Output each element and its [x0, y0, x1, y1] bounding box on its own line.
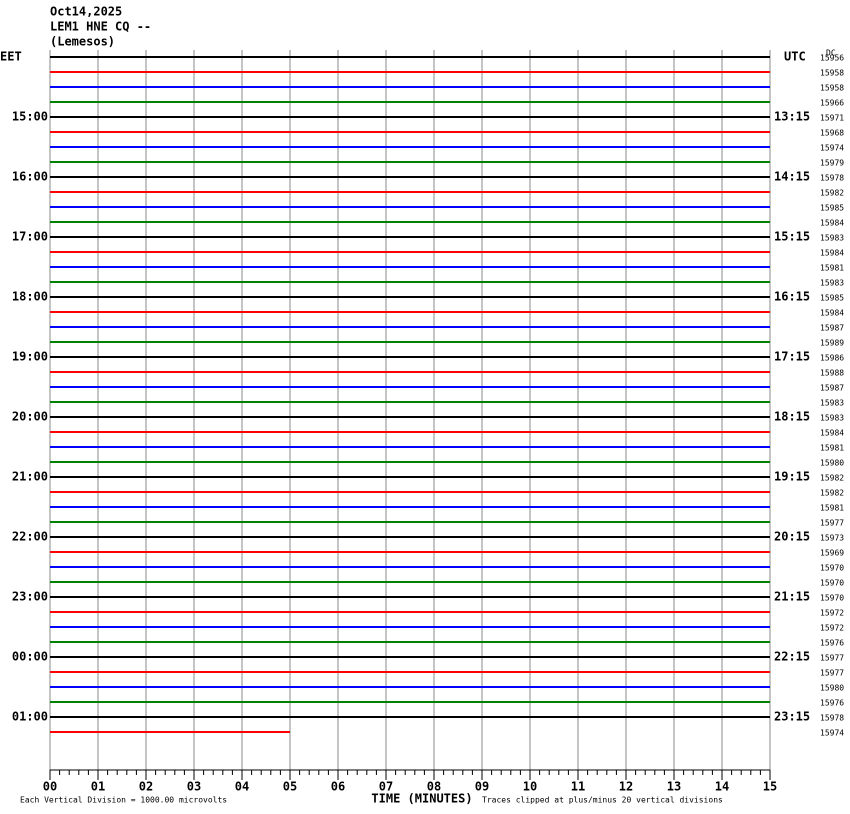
left-hour-label: 23:00 — [12, 590, 48, 604]
x-tick-label: 03 — [187, 780, 201, 794]
dc-value: 15958 — [820, 69, 844, 78]
dc-value: 15978 — [820, 714, 844, 723]
note-left: Each Vertical Division = 1000.00 microvo… — [20, 796, 227, 805]
dc-value: 15987 — [820, 384, 844, 393]
dc-value: 15983 — [820, 234, 844, 243]
dc-value: 15968 — [820, 129, 844, 138]
dc-value: 15971 — [820, 114, 844, 123]
x-tick-label: 02 — [139, 780, 153, 794]
dc-value: 15984 — [820, 249, 844, 258]
x-tick-label: 00 — [43, 780, 57, 794]
dc-value: 15989 — [820, 339, 844, 348]
dc-value: 15974 — [820, 144, 844, 153]
dc-value: 15985 — [820, 294, 844, 303]
dc-value: 15982 — [820, 474, 844, 483]
note-right: Traces clipped at plus/minus 20 vertical… — [482, 796, 723, 805]
dc-value: 15970 — [820, 564, 844, 573]
right-hour-label: 18:15 — [774, 410, 810, 424]
x-tick-label: 12 — [619, 780, 633, 794]
dc-value: 15969 — [820, 549, 844, 558]
right-hour-label: 13:15 — [774, 110, 810, 124]
x-tick-label: 15 — [763, 780, 777, 794]
right-axis-title: UTC — [784, 50, 806, 64]
left-hour-label: 19:00 — [12, 350, 48, 364]
left-hour-label: 22:00 — [12, 530, 48, 544]
dc-value: 15978 — [820, 174, 844, 183]
dc-value: 15958 — [820, 84, 844, 93]
dc-value: 15973 — [820, 534, 844, 543]
dc-value: 15983 — [820, 399, 844, 408]
left-axis-title: EET — [0, 50, 22, 64]
dc-value: 15984 — [820, 309, 844, 318]
dc-value: 15984 — [820, 219, 844, 228]
right-hour-label: 21:15 — [774, 590, 810, 604]
dc-value: 15981 — [820, 504, 844, 513]
left-hour-label: 16:00 — [12, 170, 48, 184]
x-tick-label: 14 — [715, 780, 729, 794]
x-tick-label: 01 — [91, 780, 105, 794]
dc-value: 15983 — [820, 414, 844, 423]
right-hour-label: 19:15 — [774, 470, 810, 484]
dc-value: 15988 — [820, 369, 844, 378]
left-hour-label: 18:00 — [12, 290, 48, 304]
dc-value: 15970 — [820, 579, 844, 588]
left-hour-label: 20:00 — [12, 410, 48, 424]
right-hour-label: 23:15 — [774, 710, 810, 724]
x-tick-label: 10 — [523, 780, 537, 794]
dc-value: 15986 — [820, 354, 844, 363]
dc-value: 15987 — [820, 324, 844, 333]
dc-value: 15982 — [820, 189, 844, 198]
x-tick-label: 11 — [571, 780, 585, 794]
dc-value: 15983 — [820, 279, 844, 288]
dc-value: 15982 — [820, 489, 844, 498]
dc-value: 15979 — [820, 159, 844, 168]
dc-value: 15977 — [820, 669, 844, 678]
dc-value: 15976 — [820, 639, 844, 648]
x-tick-label: 05 — [283, 780, 297, 794]
right-hour-label: 22:15 — [774, 650, 810, 664]
dc-value: 15981 — [820, 444, 844, 453]
dc-value: 15984 — [820, 429, 844, 438]
left-hour-label: 01:00 — [12, 710, 48, 724]
station: LEM1 HNE CQ -- — [50, 20, 151, 34]
right-hour-label: 20:15 — [774, 530, 810, 544]
x-tick-label: 07 — [379, 780, 393, 794]
date: Oct14,2025 — [50, 5, 122, 19]
dc-value: 15977 — [820, 519, 844, 528]
dc-value: 15977 — [820, 654, 844, 663]
dc-value: 15972 — [820, 624, 844, 633]
right-hour-label: 17:15 — [774, 350, 810, 364]
dc-value: 15966 — [820, 99, 844, 108]
dc-value: 15980 — [820, 684, 844, 693]
dc-value: 15970 — [820, 594, 844, 603]
x-tick-label: 09 — [475, 780, 489, 794]
x-axis-title: TIME (MINUTES) — [371, 792, 472, 806]
left-hour-label: 00:00 — [12, 650, 48, 664]
dc-value: 15981 — [820, 264, 844, 273]
dc-value: 15974 — [820, 729, 844, 738]
x-tick-label: 08 — [427, 780, 441, 794]
dc-value: 15980 — [820, 459, 844, 468]
x-tick-label: 06 — [331, 780, 345, 794]
left-hour-label: 17:00 — [12, 230, 48, 244]
dc-label: DC — [826, 49, 836, 58]
dc-value: 15976 — [820, 699, 844, 708]
right-hour-label: 15:15 — [774, 230, 810, 244]
left-hour-label: 21:00 — [12, 470, 48, 484]
right-hour-label: 16:15 — [774, 290, 810, 304]
dc-value: 15956 — [820, 54, 844, 63]
dc-value: 15972 — [820, 609, 844, 618]
x-tick-label: 04 — [235, 780, 249, 794]
dc-value: 15985 — [820, 204, 844, 213]
location: (Lemesos) — [50, 35, 115, 49]
x-tick-label: 13 — [667, 780, 681, 794]
left-hour-label: 15:00 — [12, 110, 48, 124]
right-hour-label: 14:15 — [774, 170, 810, 184]
